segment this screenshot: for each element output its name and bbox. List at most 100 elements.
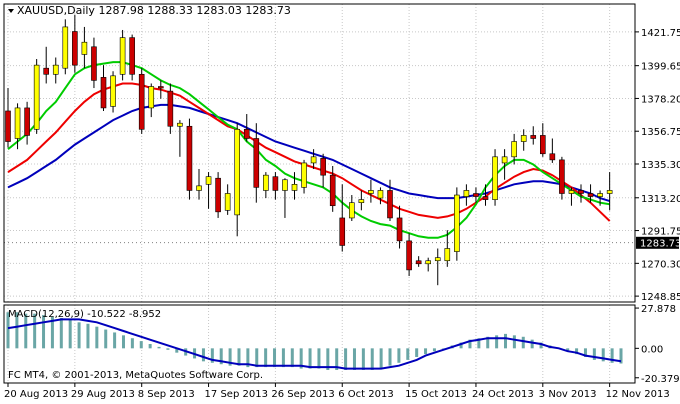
candle <box>129 34 135 81</box>
candles <box>5 14 613 286</box>
x-tick-label: 26 Sep 2013 <box>271 389 334 400</box>
macd-histogram-bar <box>290 348 294 368</box>
macd-histogram-bar <box>397 348 401 363</box>
candle <box>253 123 260 203</box>
y-tick-label: 1335.30 <box>641 160 680 171</box>
ma-slow-line <box>7 103 610 203</box>
copyright-text: FC MT4, © 2001-2013, MetaQuotes Software… <box>8 370 263 381</box>
grid <box>4 4 635 383</box>
candle <box>301 159 307 194</box>
macd-histogram-bar <box>512 335 516 349</box>
candle <box>310 149 317 170</box>
candle <box>606 172 613 211</box>
candle <box>539 123 546 157</box>
macd-histogram-bar <box>379 348 383 369</box>
candle <box>549 138 556 163</box>
macd-histogram-bar <box>361 348 365 370</box>
macd-histogram-bar <box>299 348 303 369</box>
macd-histogram-bar <box>237 348 241 366</box>
macd-histogram-bar <box>441 348 445 349</box>
macd-histogram-bar <box>175 348 179 353</box>
candle <box>5 88 11 148</box>
candle <box>52 57 59 84</box>
macd-histogram-bar <box>264 348 268 368</box>
macd-histogram-bar <box>370 348 374 370</box>
macd-histogram-bar <box>592 348 596 360</box>
macd-histogram-bar <box>317 348 321 369</box>
macd-histogram-bar <box>104 329 108 349</box>
x-tick-label: 29 Aug 2013 <box>71 389 135 400</box>
macd-histogram-bar <box>33 313 37 349</box>
candle <box>578 184 584 203</box>
macd-y-tick-label: 0.00 <box>641 344 663 355</box>
macd-histogram-bar <box>566 348 570 352</box>
candle <box>511 133 517 165</box>
macd-histogram-bar <box>601 348 605 362</box>
current-price-marker: 1283.73 <box>636 236 680 249</box>
macd-histogram-bar <box>468 339 472 349</box>
candle <box>110 71 116 113</box>
candle <box>33 59 40 134</box>
candle <box>282 178 288 218</box>
macd-histogram-bar <box>619 348 623 364</box>
candle <box>177 120 183 157</box>
macd-histogram-bar <box>415 348 419 357</box>
macd-histogram-bar <box>486 336 490 349</box>
candle <box>43 46 50 84</box>
candle <box>320 153 326 188</box>
macd-histogram-bar <box>77 322 81 349</box>
macd-histogram-bar <box>6 312 10 349</box>
candle <box>72 14 78 73</box>
y-tick-label: 1399.65 <box>641 62 680 73</box>
candle <box>463 184 470 206</box>
candle <box>62 19 69 75</box>
macd-title: MACD(12,26,9) -10.522 -8.952 <box>8 309 161 320</box>
candle <box>167 83 174 134</box>
candle <box>559 156 565 200</box>
candle <box>339 184 346 252</box>
macd-histogram-bar <box>388 348 392 366</box>
dropdown-arrow-icon[interactable] <box>8 9 14 13</box>
axes: 1421.75 1399.65 1378.20 1356.75 1335.30 1313.… <box>4 28 680 400</box>
symbol-header: XAUUSD,Daily 1287.98 1288.33 1283.03 128… <box>17 4 291 17</box>
candle <box>81 26 88 69</box>
macd-histogram-bar <box>15 312 19 349</box>
macd-histogram-bar <box>24 313 28 349</box>
macd-histogram-bar <box>201 348 205 362</box>
candle <box>224 184 231 215</box>
macd-indicator <box>6 312 623 370</box>
macd-histogram-bar <box>281 348 285 368</box>
macd-histogram-bar <box>477 338 481 349</box>
candle <box>263 172 269 199</box>
candle <box>387 179 393 222</box>
candle <box>243 114 250 142</box>
macd-histogram-bar <box>166 348 170 350</box>
candle <box>148 83 155 118</box>
macd-histogram-bar <box>530 339 534 349</box>
candle <box>501 149 508 180</box>
candle <box>568 187 575 206</box>
candle <box>329 165 336 212</box>
macd-histogram-bar <box>59 318 63 349</box>
candle <box>100 65 107 111</box>
candle <box>444 230 451 267</box>
candle <box>291 172 298 200</box>
y-tick-label: 1378.20 <box>641 94 680 105</box>
macd-histogram-bar <box>432 348 436 352</box>
macd-histogram-bar <box>459 342 463 349</box>
candle <box>482 184 489 206</box>
macd-histogram-bar <box>539 342 543 349</box>
candle <box>406 233 412 277</box>
candle <box>434 248 441 286</box>
candle <box>377 187 384 205</box>
candle <box>348 195 355 222</box>
macd-histogram-bar <box>86 323 90 349</box>
candle <box>24 101 30 145</box>
candle <box>587 184 594 203</box>
macd-histogram-bar <box>575 348 579 355</box>
macd-histogram-bar <box>255 348 259 368</box>
candle <box>396 205 403 249</box>
macd-histogram-bar <box>504 333 508 349</box>
